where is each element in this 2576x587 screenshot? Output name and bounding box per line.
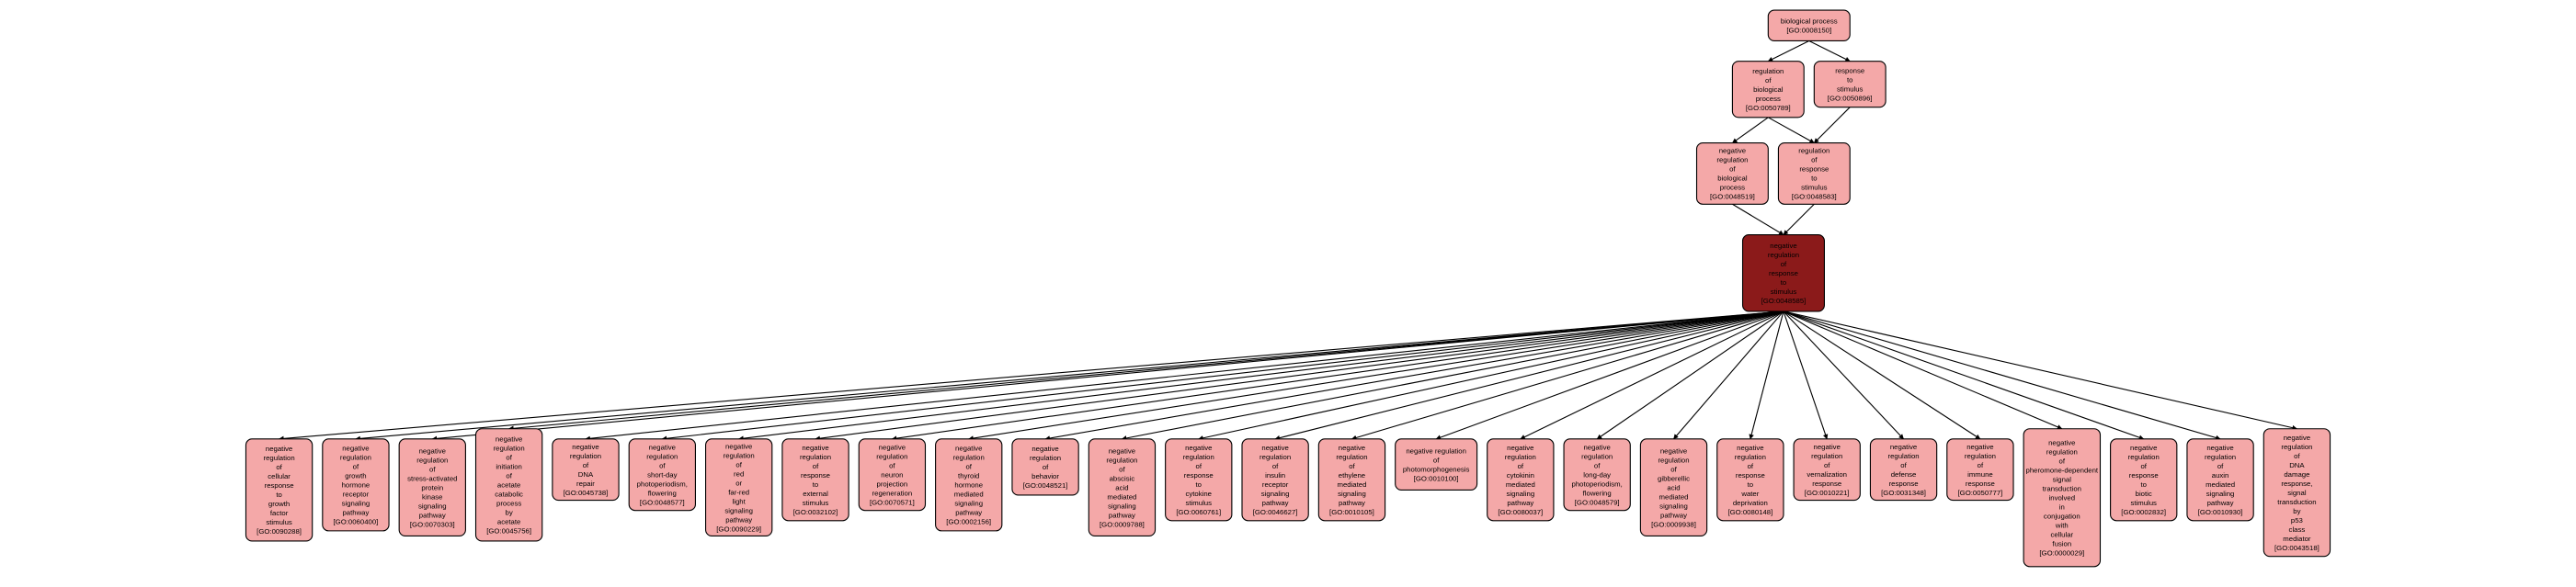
edge	[1045, 311, 1784, 439]
edge	[1784, 311, 2297, 429]
go-term-node[interactable]: negativeregulationofbehavior[GO:0048521]	[1012, 439, 1078, 495]
go-term-node[interactable]: negativeregulationofstress-activatedprot…	[399, 439, 465, 536]
edge	[1732, 118, 1768, 143]
go-tree-diagram: biological process[GO:0008150] regulation…	[0, 0, 2576, 587]
go-term-node[interactable]: negativeregulationofresponsetocytokinest…	[1166, 439, 1232, 521]
go-term-node[interactable]: negativeregulationofabscisicacidmediated…	[1089, 439, 1155, 536]
go-term-node[interactable]: negativeregulationofbiologicalprocess[GO…	[1697, 143, 1769, 205]
go-term-node[interactable]: negativeregulationofthyroidhormonemediat…	[936, 439, 1002, 531]
edge	[1809, 40, 1850, 61]
edge	[1784, 311, 1827, 439]
edge	[279, 311, 1784, 439]
go-term-node[interactable]: negativeregulationofinitiationofacetatec…	[476, 429, 542, 541]
go-term-node[interactable]: negativeregulationofresponsetostimulus[G…	[1743, 235, 1825, 311]
go-term-node[interactable]: negativeregulationofimmuneresponse[GO:00…	[1947, 439, 2013, 501]
go-term-node[interactable]: regulationofresponsetostimulus[GO:004858…	[1778, 143, 1850, 205]
nodes-layer: biological process[GO:0008150] regulation…	[245, 10, 2330, 567]
edge	[1732, 204, 1784, 234]
edge	[1784, 311, 2062, 429]
go-term-node[interactable]: biological process[GO:0008150]	[1768, 10, 1850, 40]
go-term-node[interactable]: negativeregulationofresponsetobioticstim…	[2111, 439, 2177, 521]
go-term-node[interactable]: negativeregulationofshort-dayphotoperiod…	[629, 439, 695, 511]
edge	[1275, 311, 1784, 439]
go-term-node[interactable]: negativeregulationofresponsetowaterdepri…	[1717, 439, 1784, 521]
go-term-node[interactable]: negativeregulationofinsulinreceptorsigna…	[1242, 439, 1308, 521]
go-term-node[interactable]: negativeregulationofresponsetoexternalst…	[782, 439, 849, 521]
go-term-node[interactable]: negativeregulationofdefenseresponse[GO:0…	[1870, 439, 1936, 501]
go-term-node[interactable]: negativeregulationofredorfar-redlightsig…	[706, 439, 772, 536]
edge	[1784, 311, 1980, 439]
edge	[1768, 118, 1814, 143]
go-term-node[interactable]: negative regulationofphotomorphogenesis[…	[1396, 439, 1477, 491]
go-term-node[interactable]: negativeregulationofneuronprojectionrege…	[859, 439, 925, 511]
edge	[1199, 311, 1784, 439]
edge	[1784, 311, 2144, 439]
edge	[815, 311, 1784, 439]
edge	[1784, 311, 2220, 439]
go-term-node[interactable]: negativeregulationofcellularresponsetogr…	[245, 439, 312, 541]
edge	[1768, 40, 1808, 61]
edge	[1814, 107, 1850, 143]
go-term-node[interactable]: negativeregulationofvernalizationrespons…	[1794, 439, 1860, 501]
go-term-node[interactable]: negativeregulationofgrowthhormonerecepto…	[323, 439, 389, 531]
go-term-node[interactable]: negativeregulationofcytokininmediatedsig…	[1487, 439, 1554, 521]
edge	[1784, 311, 1904, 439]
edges-layer	[279, 40, 2297, 438]
edge	[586, 311, 1784, 439]
go-term-node[interactable]: negativeregulationofpheromone-dependents…	[2023, 429, 2100, 567]
go-term-node[interactable]: negativeregulationoflong-dayphotoperiodi…	[1564, 439, 1630, 511]
go-term-node[interactable]: negativeregulationofgibberellicacidmedia…	[1640, 439, 1706, 536]
go-term-node[interactable]: negativeregulationofDNAdamageresponse,si…	[2263, 429, 2330, 557]
go-term-node[interactable]: responsetostimulus[GO:0050896]	[1814, 62, 1886, 107]
edge	[1784, 204, 1814, 234]
go-term-node[interactable]: regulationofbiologicalprocess[GO:0050789…	[1732, 62, 1804, 118]
edge	[1436, 311, 1784, 439]
edge	[739, 311, 1784, 439]
go-term-node[interactable]: negativeregulationofauxinmediatedsignali…	[2187, 439, 2253, 521]
node-label: biological process[GO:0008150]	[1781, 17, 1838, 35]
go-term-node[interactable]: negativeregulationofethylenemediatedsign…	[1318, 439, 1385, 521]
go-term-node[interactable]: negativeregulationofDNArepair[GO:0045738…	[553, 439, 619, 501]
